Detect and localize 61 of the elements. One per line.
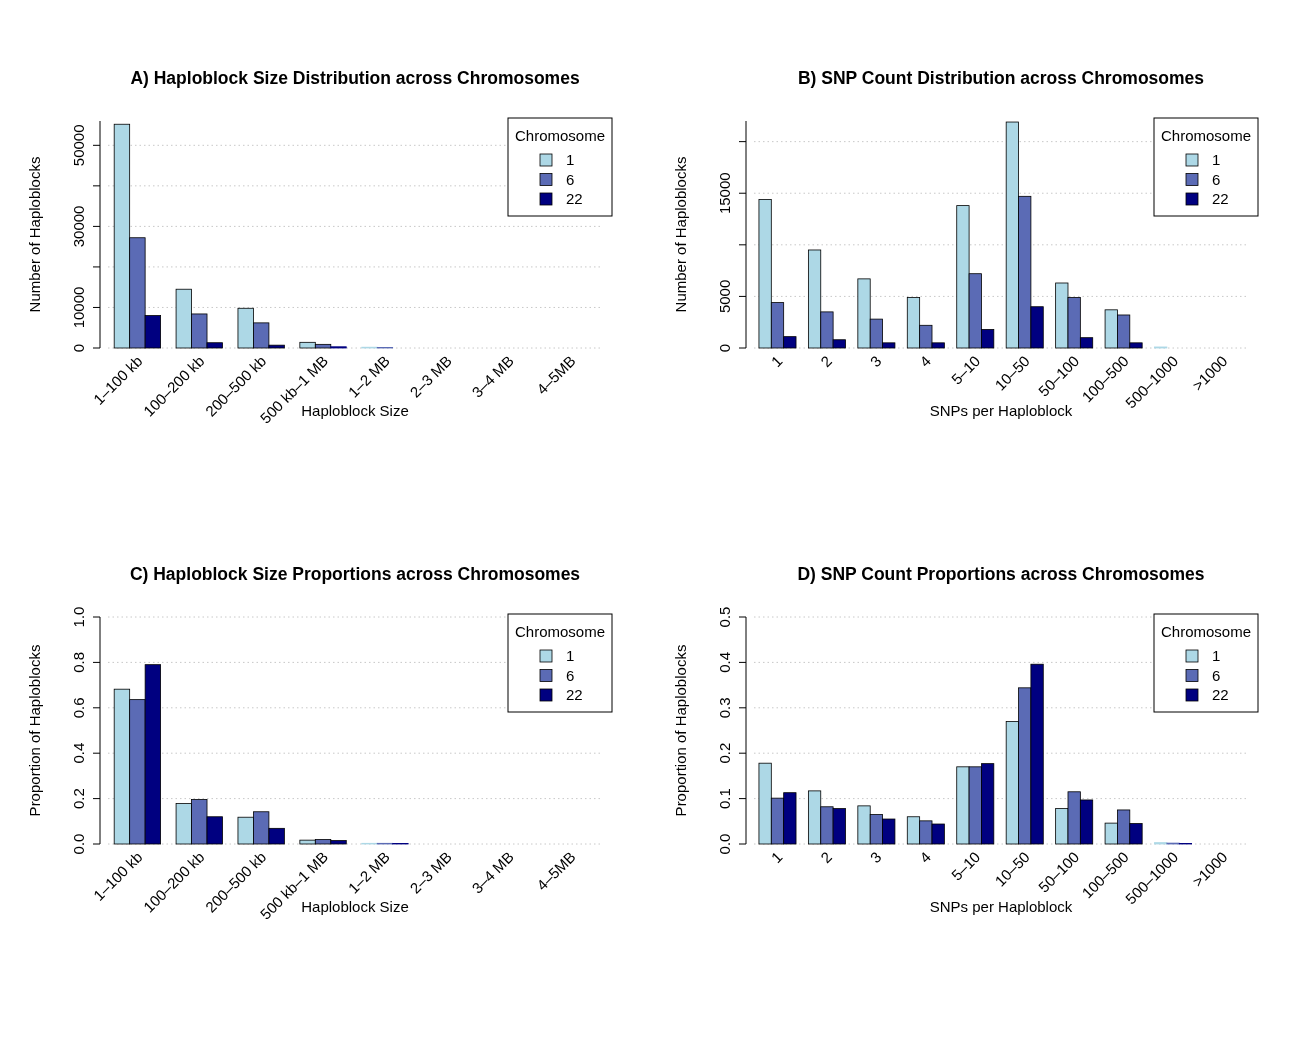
legend-title: Chromosome: [1160, 127, 1252, 144]
legend-label: 22: [566, 686, 583, 703]
legend-title: Chromosome: [1160, 623, 1252, 640]
legend-label: 1: [566, 151, 575, 168]
legend-label: 6: [566, 170, 575, 188]
y-tick-label: 0.5: [716, 606, 733, 628]
y-tick-label: 0.1: [716, 788, 733, 810]
y-tick-label: 0.8: [70, 651, 87, 673]
x-tick-label: 4: [916, 352, 934, 371]
x-tick-label: 1–2 MB: [344, 352, 394, 401]
legend-label: 6: [566, 666, 575, 684]
legend-title: Chromosome: [514, 127, 606, 144]
legend-label: 6: [1212, 666, 1221, 684]
y-tick-label: 0.4: [716, 651, 733, 673]
y-tick-label: 50000: [70, 124, 87, 167]
y-tick-label: 0.0: [70, 833, 87, 855]
chart-title: C) Haploblock Size Proportions across Chromosomes: [129, 564, 581, 584]
y-axis-title: Number of Haploblocks: [672, 156, 689, 313]
legend-label: 1: [566, 647, 575, 664]
x-tick-label: 2: [817, 352, 836, 371]
y-tick-label: 0.2: [70, 788, 87, 810]
x-tick-label: 3–4 MB: [468, 848, 517, 897]
y-tick-label: 0.0: [716, 833, 733, 855]
y-tick-label: 15000: [716, 172, 733, 215]
legend-label: 22: [1212, 190, 1229, 207]
x-tick-label: 2–3 MB: [406, 848, 455, 897]
y-tick-label: 0.4: [70, 742, 87, 764]
x-axis-title: SNPs per Haploblock: [929, 402, 1073, 419]
y-tick-label: 5000: [716, 279, 733, 314]
y-tick-label: 0.6: [70, 697, 87, 719]
y-tick-label: 1.0: [70, 606, 87, 628]
chart-title: D) SNP Count Proportions across Chromosomes: [797, 564, 1205, 584]
y-tick-label: 0.2: [716, 742, 733, 764]
x-tick-label: 3–4 MB: [468, 352, 517, 401]
x-tick-label: 2–3 MB: [406, 352, 455, 401]
x-tick-label: 3: [866, 352, 885, 371]
x-tick-label: 1–2 MB: [344, 848, 394, 897]
x-tick-label: 2: [817, 848, 836, 867]
x-axis-title: Haploblock Size: [301, 898, 409, 915]
chart-title: A) Haploblock Size Distribution across Chromosomes: [130, 68, 580, 88]
x-tick-label: 1: [767, 352, 786, 371]
x-axis-title: Haploblock Size: [301, 402, 409, 419]
chart-title: B) SNP Count Distribution across Chromosomes: [797, 68, 1205, 88]
y-tick-label: 10000: [70, 286, 87, 329]
legend-label: 22: [566, 190, 583, 207]
legend-label: 22: [1212, 686, 1229, 703]
y-tick-label: 0.3: [716, 697, 733, 719]
x-tick-label: 3: [866, 848, 885, 867]
x-tick-label: 1: [767, 848, 786, 867]
legend-label: 6: [1212, 170, 1221, 188]
y-tick-label: 0: [70, 343, 87, 353]
y-axis-title: Number of Haploblocks: [26, 156, 43, 313]
legend-label: 1: [1212, 647, 1221, 664]
legend-label: 1: [1212, 151, 1221, 168]
y-axis-title: Proportion of Haploblocks: [672, 644, 689, 817]
y-axis-title: Proportion of Haploblocks: [26, 644, 43, 817]
x-axis-title: SNPs per Haploblock: [929, 898, 1073, 915]
legend-title: Chromosome: [514, 623, 606, 640]
y-tick-label: 30000: [70, 205, 87, 248]
x-tick-label: 4: [916, 848, 934, 867]
y-tick-label: 0: [716, 343, 733, 353]
